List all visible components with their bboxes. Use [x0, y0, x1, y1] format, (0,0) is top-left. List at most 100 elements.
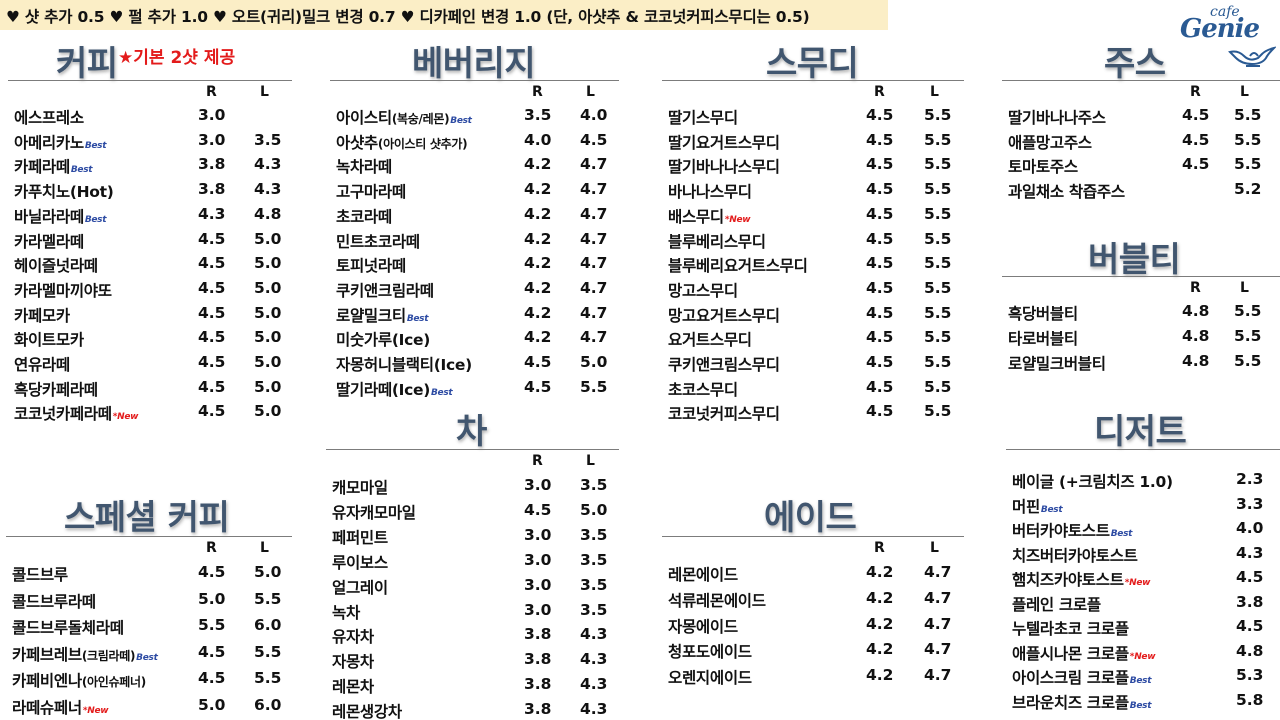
item-name: 자몽차: [332, 650, 374, 672]
item-name: 토마토주스: [1008, 155, 1078, 177]
menu-item: 페퍼민트 3.0 3.5: [332, 526, 619, 550]
column-header-r: R: [1190, 280, 1201, 296]
item-name: 딸기바나나주스: [1008, 106, 1106, 128]
menu-item: 애플시나몬 크로플*New 4.8: [1012, 642, 1280, 666]
menu-item: 블루베리스무디 4.5 5.5: [668, 230, 964, 254]
item-name-text: 연유라떼: [14, 356, 70, 374]
item-price-r: 3.0: [524, 476, 552, 494]
item-name-text: 헤이즐넛라떼: [14, 257, 98, 276]
menu-item: 타로버블티 4.8 5.5: [1008, 327, 1280, 351]
column-header-l: L: [586, 84, 595, 100]
item-name-text: 자몽에이드: [668, 617, 738, 636]
menu-item: 망고요거트스무디 4.5 5.5: [668, 304, 964, 328]
item-price-l: 5.5: [924, 353, 952, 371]
item-price-r: 4.5: [866, 328, 894, 347]
menu-item: 레몬에이드 4.2 4.7: [668, 563, 964, 587]
item-price-r: 4.5: [198, 402, 226, 421]
item-price-l: 4.7: [580, 155, 608, 174]
menu-item: 카페라떼Best 3.8 4.3: [14, 155, 292, 179]
item-name-text: 유자차: [332, 628, 374, 647]
section-divider: [1002, 80, 1280, 81]
item-name: 아이스크림 크로플Best: [1012, 666, 1152, 688]
item-price: 5.3: [1236, 666, 1264, 684]
item-name-text: 로얄밀크티: [336, 306, 406, 325]
item-price-l: 6.0: [254, 695, 282, 714]
menu-item: 토피넛라떼 4.2 4.7: [336, 254, 619, 278]
item-price-r: 4.2: [866, 614, 894, 633]
item-price-l: 4.7: [924, 563, 952, 581]
menu-item: 민트초코라떼 4.2 4.7: [336, 230, 619, 254]
item-price-l: 5.5: [254, 589, 282, 608]
column-header-l: L: [1240, 84, 1249, 100]
item-name: 고구마라떼: [336, 180, 406, 202]
item-name: 블루베리스무디: [668, 230, 766, 252]
item-price-l: 5.0: [254, 377, 282, 396]
item-name: 아샷추(아이스티 샷추가): [336, 131, 468, 153]
menu-item: 머핀Best 3.3: [1012, 495, 1280, 519]
column-header-l: L: [260, 540, 269, 556]
item-name-text: 페퍼민트: [332, 528, 388, 547]
item-name: 라떼슈페너*New: [12, 696, 109, 718]
menu-item: 치즈버터카야토스트 4.3: [1012, 544, 1280, 568]
item-price-r: 3.5: [524, 106, 552, 124]
new-badge: *New: [724, 214, 751, 225]
item-price-l: 5.5: [254, 669, 282, 687]
item-price-l: 4.7: [580, 254, 608, 273]
item-price-r: 4.5: [198, 278, 226, 297]
item-name: 카페모카: [14, 304, 70, 326]
item-name: 망고요거트스무디: [668, 304, 780, 326]
item-name-text: 토마토주스: [1008, 158, 1078, 177]
new-badge: *New: [1129, 651, 1156, 662]
section-divider: [330, 80, 619, 81]
item-name-text: 캐모마일: [332, 479, 388, 497]
item-price-r: 3.8: [198, 180, 226, 199]
item-price-r: 3.8: [524, 650, 552, 669]
menu-item: 배스무디*New 4.5 5.5: [668, 205, 964, 229]
item-price-r: 4.5: [524, 353, 552, 371]
item-price-l: 3.5: [254, 130, 282, 149]
menu-item: 오렌지에이드 4.2 4.7: [668, 666, 964, 690]
section-title-juice: 주스: [1104, 44, 1166, 84]
item-name-text: 고구마라떼: [336, 183, 406, 202]
item-price-r: 4.5: [198, 353, 226, 371]
menu-item: 버터카야토스트Best 4.0: [1012, 519, 1280, 543]
column-header-r: R: [532, 84, 543, 100]
item-price-r: 4.5: [866, 106, 894, 124]
item-name-text: 플레인 크로플: [1012, 595, 1101, 614]
item-price-r: 4.5: [198, 563, 226, 581]
menu-item: 바닐라라떼Best 4.3 4.8: [14, 205, 292, 229]
item-name: 유자차: [332, 625, 374, 647]
item-name: 카라멜마끼야또: [14, 279, 112, 301]
item-price-r: 5.5: [198, 616, 226, 634]
item-name-text: 타로버블티: [1008, 330, 1078, 348]
item-name-text: 베이글 (+크림치즈 1.0): [1012, 473, 1173, 491]
item-name-text: 바닐라라떼: [14, 207, 84, 226]
menu-item: 청포도에이드 4.2 4.7: [668, 640, 964, 664]
item-name: 유자캐모마일: [332, 501, 416, 523]
item-price-r: 4.5: [866, 303, 894, 322]
item-name-text: 아이스티: [336, 109, 392, 127]
item-name-text: 망고요거트스무디: [668, 306, 780, 325]
section-title-beverage: 베버리지: [412, 44, 536, 84]
best-badge: Best: [406, 313, 429, 324]
menu-item: 바나나스무디 4.5 5.5: [668, 180, 964, 204]
item-price-l: 4.7: [580, 328, 608, 347]
item-name: 콜드브루: [12, 563, 68, 585]
item-name: 타로버블티: [1008, 327, 1078, 349]
item-name: 블루베리요거트스무디: [668, 254, 808, 276]
item-name-text: 요거트스무디: [668, 331, 752, 350]
item-name: 플레인 크로플: [1012, 593, 1101, 615]
item-price-r: 3.8: [198, 155, 226, 174]
menu-item: 흑당버블티 4.8 5.5: [1008, 302, 1280, 326]
menu-item: 자몽차 3.8 4.3: [332, 650, 619, 674]
item-name: 오렌지에이드: [668, 666, 752, 688]
item-price-r: 3.8: [524, 675, 552, 694]
section-divider: [662, 80, 964, 81]
item-name: 딸기요거트스무디: [668, 131, 780, 153]
item-name: 초코라떼: [336, 205, 392, 227]
item-subtitle: (아인슈페너): [81, 675, 146, 689]
item-name-text: 토피넛라떼: [336, 257, 406, 276]
section-divider: [8, 80, 292, 81]
menu-item: 아샷추(아이스티 샷추가) 4.0 4.5: [336, 131, 619, 155]
item-name: 흑당버블티: [1008, 302, 1078, 324]
